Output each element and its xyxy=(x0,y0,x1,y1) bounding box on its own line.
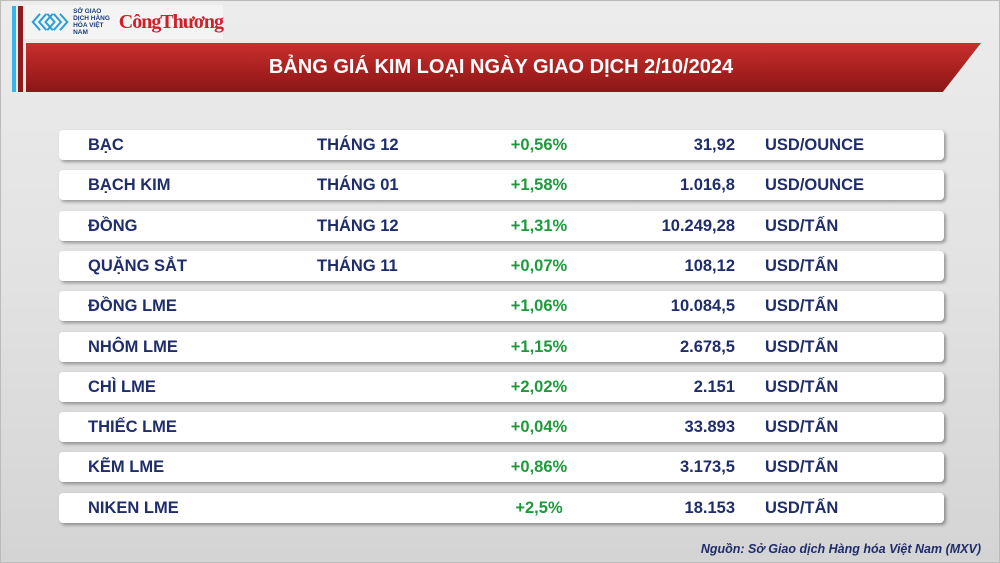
change-percent: +0,07% xyxy=(510,256,568,275)
contract-month: THÁNG 12 xyxy=(317,136,399,154)
price-unit: USD/TẤN xyxy=(765,337,839,356)
source-note: Nguồn: Sở Giao dịch Hàng hóa Việt Nam (M… xyxy=(700,542,981,556)
metal-name: ĐỒNG LME xyxy=(88,297,177,316)
price-unit: USD/TẤN xyxy=(765,256,839,275)
price-value: 10.249,28 xyxy=(661,216,735,235)
price-value: 2.678,5 xyxy=(679,337,735,356)
change-percent: +0,86% xyxy=(510,458,568,477)
accent-bar-blue xyxy=(12,6,16,92)
table-row: BẠCH KIM THÁNG 01 +1,58% 1.016,8 USD/OUNCE xyxy=(59,170,944,201)
table-row: ĐỒNG LME +1,06% 10.084,5 USD/TẤN xyxy=(59,291,944,322)
metal-name: CHÌ LME xyxy=(88,377,156,396)
change-percent: +2,5% xyxy=(515,498,563,517)
price-value: 31,92 xyxy=(693,136,735,154)
mxv-logo-icon xyxy=(31,13,69,31)
metal-name: THIẾC LME xyxy=(88,418,177,437)
page-title: BẢNG GIÁ KIM LOẠI NGÀY GIAO DỊCH 2/10/20… xyxy=(268,56,734,78)
change-percent: +1,58% xyxy=(510,176,568,195)
logo: SỞ GIAO DỊCH HÀNG HÓA VIỆT NAM CôngThươn… xyxy=(25,5,224,39)
change-percent: +1,06% xyxy=(510,297,568,316)
logo-brand: CôngThương xyxy=(118,10,224,33)
price-unit: USD/TẤN xyxy=(765,418,839,437)
table-row: KẼM LME +0,86% 3.173,5 USD/TẤN xyxy=(59,452,944,483)
table-row: QUẶNG SẮT THÁNG 11 +0,07% 108,12 USD/TẤN xyxy=(59,250,944,281)
price-value: 108,12 xyxy=(684,256,735,275)
table-row: NHÔM LME +1,15% 2.678,5 USD/TẤN xyxy=(59,331,944,362)
table-row: ĐỒNG THÁNG 12 +1,31% 10.249,28 USD/TẤN xyxy=(59,210,944,241)
metal-name: ĐỒNG xyxy=(88,216,138,235)
change-percent: +1,31% xyxy=(510,216,568,235)
price-value: 33.893 xyxy=(684,418,735,437)
metal-name: NHÔM LME xyxy=(88,337,178,356)
metal-name: KẼM LME xyxy=(88,458,165,477)
change-percent: +1,15% xyxy=(510,337,568,356)
change-percent: +0,04% xyxy=(510,418,568,437)
metal-name: BẠCH KIM xyxy=(88,176,171,195)
price-unit: USD/TẤN xyxy=(765,297,839,316)
price-value: 3.173,5 xyxy=(679,458,735,477)
change-percent: +0,56% xyxy=(510,136,568,154)
price-unit: USD/TẤN xyxy=(765,377,839,396)
price-unit: USD/TẤN xyxy=(765,498,839,517)
accent-bar-red xyxy=(18,6,23,92)
contract-month: THÁNG 12 xyxy=(317,216,399,235)
price-unit: USD/TẤN xyxy=(765,458,839,477)
table-row: CHÌ LME +2,02% 2.151 USD/TẤN xyxy=(59,371,944,402)
price-unit: USD/TẤN xyxy=(765,216,839,235)
price-value: 18.153 xyxy=(684,498,735,517)
contract-month: THÁNG 01 xyxy=(317,176,399,195)
title-banner xyxy=(26,43,981,92)
table-row: NIKEN LME +2,5% 18.153 USD/TẤN xyxy=(59,492,944,523)
metal-name: NIKEN LME xyxy=(88,498,179,517)
metal-name: QUẶNG SẮT xyxy=(88,256,187,275)
table-row: THIẾC LME +0,04% 33.893 USD/TẤN xyxy=(59,412,944,443)
contract-month: THÁNG 11 xyxy=(317,256,398,275)
metal-name: BẠC xyxy=(88,136,124,154)
price-unit: USD/OUNCE xyxy=(765,136,865,154)
price-value: 1.016,8 xyxy=(679,176,735,195)
price-unit: USD/OUNCE xyxy=(765,176,865,195)
price-value: 10.084,5 xyxy=(670,297,735,316)
logo-org-text: SỞ GIAO DỊCH HÀNG HÓA VIỆT NAM xyxy=(73,8,110,36)
table-row: BẠC THÁNG 12 +0,56% 31,92 USD/OUNCE xyxy=(59,130,944,160)
change-percent: +2,02% xyxy=(510,377,568,396)
price-value: 2.151 xyxy=(693,377,735,396)
